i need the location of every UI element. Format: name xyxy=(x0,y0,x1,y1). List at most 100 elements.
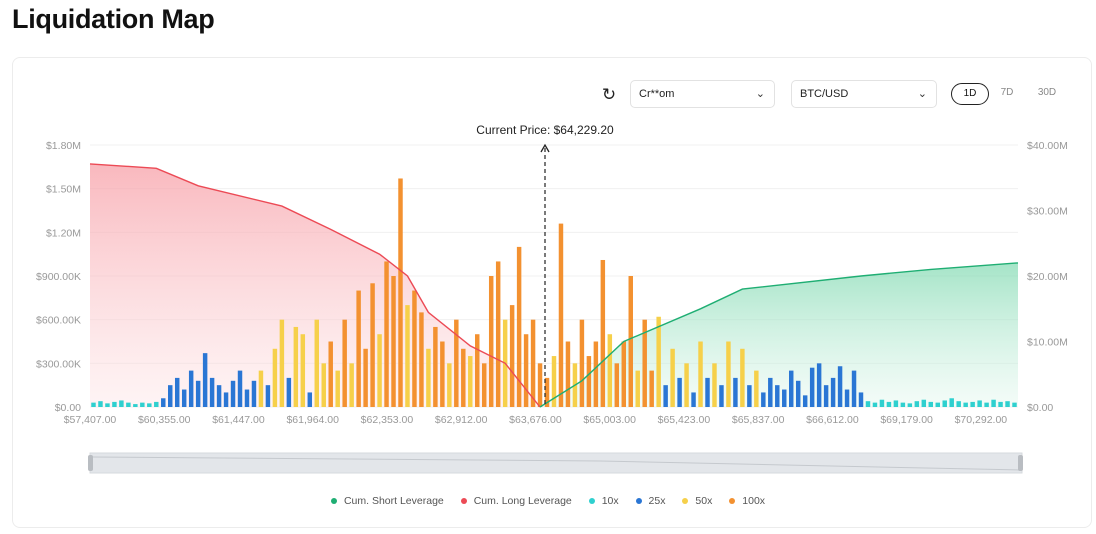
bar-10x xyxy=(105,403,110,407)
left-tick-label: $300.00K xyxy=(36,358,81,370)
refresh-icon[interactable]: ↻ xyxy=(601,85,617,104)
bar-25x xyxy=(237,370,243,407)
bar-25x xyxy=(202,353,208,407)
bar-10x xyxy=(984,402,989,407)
bar-25x xyxy=(244,389,250,407)
bar-100x xyxy=(412,290,417,407)
bar-10x xyxy=(900,402,906,407)
x-tick-label: $61,447.00 xyxy=(212,414,265,426)
bar-25x xyxy=(802,395,808,407)
bar-100x xyxy=(342,319,347,407)
bar-10x xyxy=(921,399,927,407)
bar-100x xyxy=(530,319,536,407)
arrow-up-icon xyxy=(540,143,550,153)
bar-25x xyxy=(837,366,843,407)
tab-30d[interactable]: 30D xyxy=(1037,87,1057,98)
bar-100x xyxy=(398,178,403,407)
x-tick-label: $63,676.00 xyxy=(509,414,562,426)
bar-50x xyxy=(740,348,745,407)
bar-10x xyxy=(154,401,159,407)
bar-50x xyxy=(754,370,759,407)
bar-25x xyxy=(174,377,180,407)
bar-25x xyxy=(223,392,229,407)
bar-10x xyxy=(133,404,138,407)
bar-10x xyxy=(949,398,954,407)
tab-1d[interactable]: 1D xyxy=(951,83,989,105)
x-tick-label: $61,964.00 xyxy=(286,414,339,426)
bar-50x xyxy=(335,370,340,407)
bar-25x xyxy=(307,392,313,407)
bar-10x xyxy=(942,400,947,407)
x-tick-label: $65,423.00 xyxy=(658,414,711,426)
bar-25x xyxy=(161,398,166,407)
bar-50x xyxy=(405,305,410,407)
tab-7d[interactable]: 7D xyxy=(1000,87,1014,98)
bar-50x xyxy=(635,370,640,407)
bar-10x xyxy=(119,400,124,407)
bar-100x xyxy=(523,334,529,407)
bar-100x xyxy=(621,341,627,407)
legend-50x[interactable]: 50x xyxy=(682,495,712,507)
bar-10x xyxy=(1005,401,1010,407)
exchange-select[interactable]: Cr**om ⌄ xyxy=(630,80,775,108)
range-handle-right[interactable] xyxy=(1018,455,1023,471)
bar-50x xyxy=(272,348,278,407)
bar-50x xyxy=(377,334,382,407)
bar-10x xyxy=(91,402,96,407)
cum-long-line xyxy=(89,163,541,408)
bar-25x xyxy=(830,377,836,407)
legend-100x[interactable]: 100x xyxy=(729,495,765,507)
bar-50x xyxy=(279,319,285,407)
bar-25x xyxy=(858,392,864,407)
right-tick-label: $30.00M xyxy=(1027,206,1068,218)
bar-100x xyxy=(579,319,585,407)
legend-10x[interactable]: 10x xyxy=(588,495,619,507)
bar-50x xyxy=(293,326,299,407)
bar-10x xyxy=(886,401,892,407)
bar-100x xyxy=(516,246,522,407)
bar-50x xyxy=(300,334,306,407)
range-handle-left[interactable] xyxy=(88,455,93,471)
left-tick-label: $1.50M xyxy=(46,184,81,196)
bar-50x xyxy=(426,348,431,407)
bar-100x xyxy=(558,223,564,407)
bar-25x xyxy=(195,380,201,407)
legend-short[interactable]: Cum. Short Leverage xyxy=(330,495,444,507)
bar-100x xyxy=(461,348,466,407)
bar-100x xyxy=(600,259,606,407)
range-slider[interactable] xyxy=(89,452,1023,474)
right-tick-label: $40.00M xyxy=(1027,140,1068,152)
cum-long-area xyxy=(90,163,541,407)
bar-10x xyxy=(914,401,920,407)
bar-25x xyxy=(691,392,696,407)
bar-10x xyxy=(865,401,871,407)
bar-100x xyxy=(370,283,375,407)
bar-100x xyxy=(649,370,654,407)
left-tick-label: $0.00 xyxy=(55,402,81,414)
bar-50x xyxy=(726,341,731,407)
bar-25x xyxy=(188,370,194,407)
chevron-down-icon: ⌄ xyxy=(755,88,765,100)
legend-long[interactable]: Cum. Long Leverage xyxy=(460,495,572,507)
bar-25x xyxy=(747,385,752,407)
legend-25x[interactable]: 25x xyxy=(635,495,665,507)
bar-10x xyxy=(907,403,913,407)
bar-10x xyxy=(140,402,145,407)
bar-50x xyxy=(468,356,473,407)
pair-value: BTC/USD xyxy=(800,88,849,100)
x-tick-label: $57,407.00 xyxy=(64,414,117,426)
x-tick-label: $66,612.00 xyxy=(806,414,859,426)
bar-100x xyxy=(593,341,599,407)
bar-10x xyxy=(970,401,975,407)
bar-100x xyxy=(537,363,543,407)
right-tick-label: $0.00 xyxy=(1027,402,1053,414)
bar-100x xyxy=(440,341,445,407)
bar-100x xyxy=(356,290,361,407)
pair-select[interactable]: BTC/USD ⌄ xyxy=(791,80,937,108)
bar-100x xyxy=(565,341,571,407)
bar-50x xyxy=(321,363,326,407)
bar-10x xyxy=(998,401,1003,407)
bar-10x xyxy=(935,402,940,407)
bar-25x xyxy=(733,377,738,407)
cum-short-line xyxy=(539,262,1019,408)
